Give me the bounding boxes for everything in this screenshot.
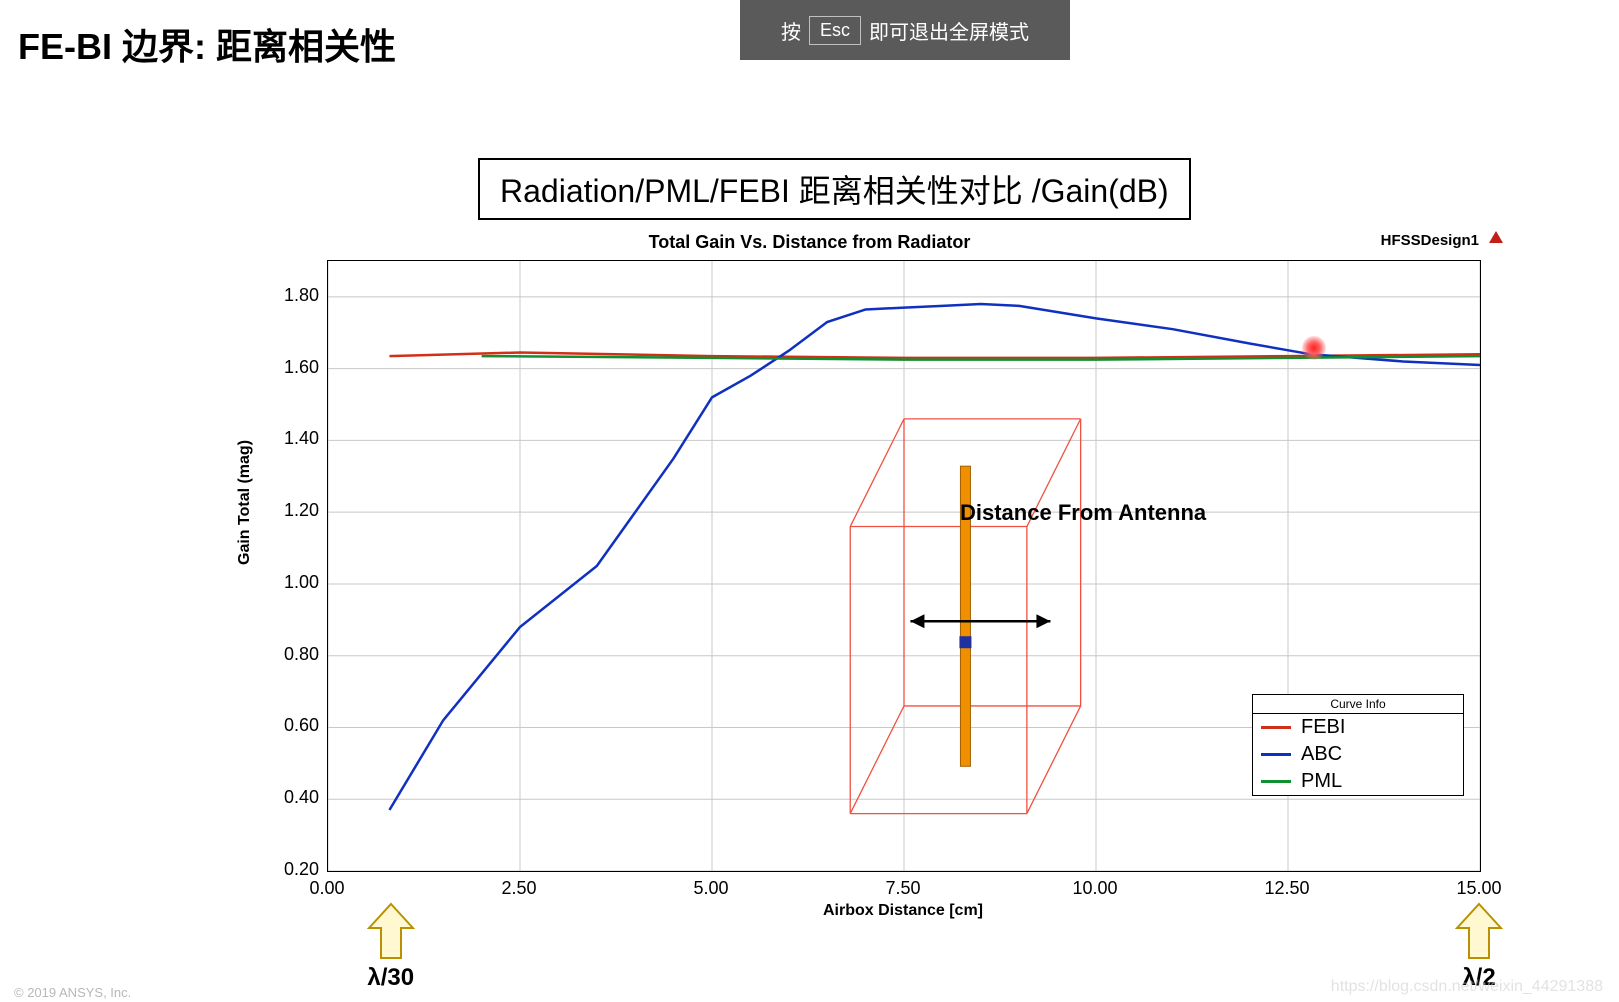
chart-title: Radiation/PML/FEBI 距离相关性对比 /Gain(dB) (478, 158, 1191, 220)
legend-label: PML (1301, 770, 1342, 793)
xtick-label: 0.00 (309, 878, 344, 899)
xtick-label: 10.00 (1072, 878, 1117, 899)
ansoft-logo-icon (1488, 230, 1504, 244)
fullscreen-exit-bar: 按 Esc 即可退出全屏模式 (740, 0, 1070, 60)
legend-item: FEBI (1253, 714, 1463, 741)
legend-item: ABC (1253, 741, 1463, 768)
esc-suffix: 即可退出全屏模式 (869, 16, 1029, 45)
y-axis-label: Gain Total (mag) (236, 440, 254, 565)
inset-label: Distance From Antenna (960, 500, 1206, 526)
ytick-label: 0.60 (259, 715, 319, 736)
watermark-text: https://blog.csdn.net/weixin_44291388 (1331, 978, 1603, 996)
chart-legend: Curve Info FEBI ABC PML (1252, 694, 1464, 796)
xtick-label: 7.50 (885, 878, 920, 899)
cursor-marker-icon (1302, 336, 1326, 360)
xtick-label: 5.00 (693, 878, 728, 899)
xtick-label: 2.50 (501, 878, 536, 899)
design-label: HFSSDesign1 (1381, 232, 1479, 249)
xtick-label: 12.50 (1264, 878, 1309, 899)
legend-swatch-icon (1261, 753, 1291, 756)
lambda-30-label: λ/30 (367, 964, 414, 992)
legend-title: Curve Info (1253, 695, 1463, 714)
ytick-label: 1.00 (259, 572, 319, 593)
ytick-label: 1.20 (259, 500, 319, 521)
esc-key[interactable]: Esc (809, 16, 861, 45)
ytick-label: 1.80 (259, 285, 319, 306)
ytick-label: 0.20 (259, 859, 319, 880)
copyright-text: © 2019 ANSYS, Inc. (14, 985, 131, 1000)
page-title: FE-BI 边界: 距离相关性 (18, 18, 396, 70)
x-axis-label: Airbox Distance [cm] (327, 902, 1479, 920)
legend-label: ABC (1301, 743, 1342, 766)
legend-label: FEBI (1301, 716, 1345, 739)
esc-prefix: 按 (781, 16, 801, 45)
ytick-label: 0.80 (259, 644, 319, 665)
legend-item: PML (1253, 768, 1463, 795)
ytick-label: 1.40 (259, 428, 319, 449)
lambda-2-arrow-icon (1455, 902, 1503, 962)
chart-subtitle: Total Gain Vs. Distance from Radiator (0, 232, 1619, 253)
legend-swatch-icon (1261, 780, 1291, 783)
ytick-label: 1.60 (259, 357, 319, 378)
xtick-label: 15.00 (1456, 878, 1501, 899)
legend-swatch-icon (1261, 726, 1291, 729)
ytick-label: 0.40 (259, 787, 319, 808)
lambda-30-arrow-icon (367, 902, 415, 962)
